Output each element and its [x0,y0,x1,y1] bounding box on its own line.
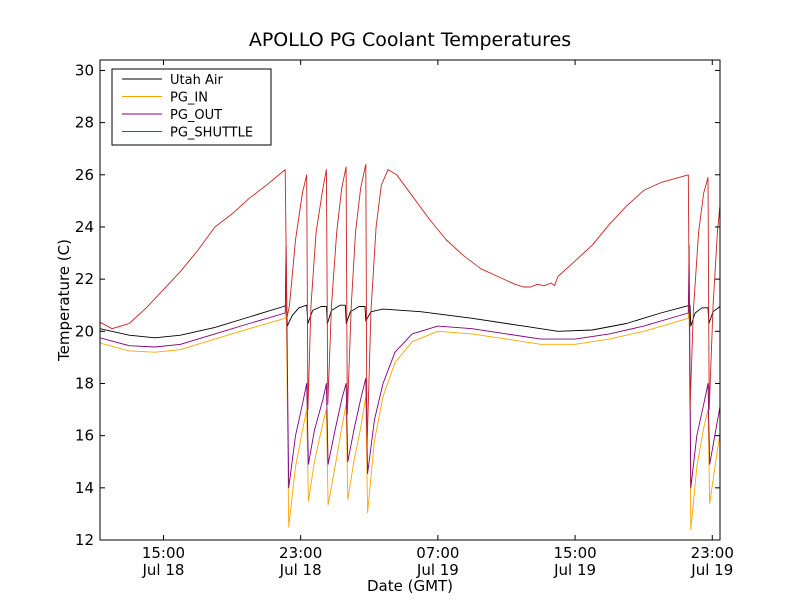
series-layer [100,163,720,531]
x-tick-label-time: 15:00 [553,544,596,562]
y-tick-label: 22 [75,270,94,288]
x-axis-title: Date (GMT) [367,577,453,595]
y-tick-label: 20 [75,322,94,340]
legend-box [111,68,272,146]
y-tick-label: 24 [75,218,94,236]
y-axis-title: Temperature (C) [55,239,73,362]
legend-label-pg-out: PG_OUT [170,108,222,123]
legend-label-utah-air: Utah Air [170,73,223,88]
series-line-pg-shuttle [100,163,720,450]
x-tick-label-time: 23:00 [279,544,322,562]
y-tick-label: 18 [75,374,94,392]
x-tick-label-time: 15:00 [142,544,185,562]
y-tick-label: 30 [75,61,94,79]
x-tick-label-date: Jul 18 [141,561,184,579]
x-tick-label-date: Jul 19 [553,561,596,579]
series-line-pg-in [100,291,720,531]
chart-title: APOLLO PG Coolant Temperatures [249,29,571,51]
x-tick-label-date: Jul 19 [690,561,733,579]
y-tick-label: 28 [75,114,94,132]
legend-label-pg-in: PG_IN [170,91,208,106]
legend: Utah Air PG_IN PG_OUT PG_SHUTTLE [111,68,272,146]
x-tick-label-date: Jul 18 [279,561,322,579]
series-line-pg-out [100,244,720,489]
x-tick-label-time: 23:00 [691,544,734,562]
legend-label-pg-shuttle: PG_SHUTTLE [170,126,253,141]
y-tick-label: 14 [75,479,94,497]
x-tick-label-date: Jul 19 [416,561,459,579]
plot-frame [99,59,721,541]
x-tick-label-time: 07:00 [416,544,459,562]
y-axis: 12 14 16 18 20 22 24 26 28 30 [75,61,720,549]
y-tick-label: 16 [75,427,94,445]
y-tick-label: 26 [75,166,94,184]
y-tick-label: 12 [75,531,94,549]
